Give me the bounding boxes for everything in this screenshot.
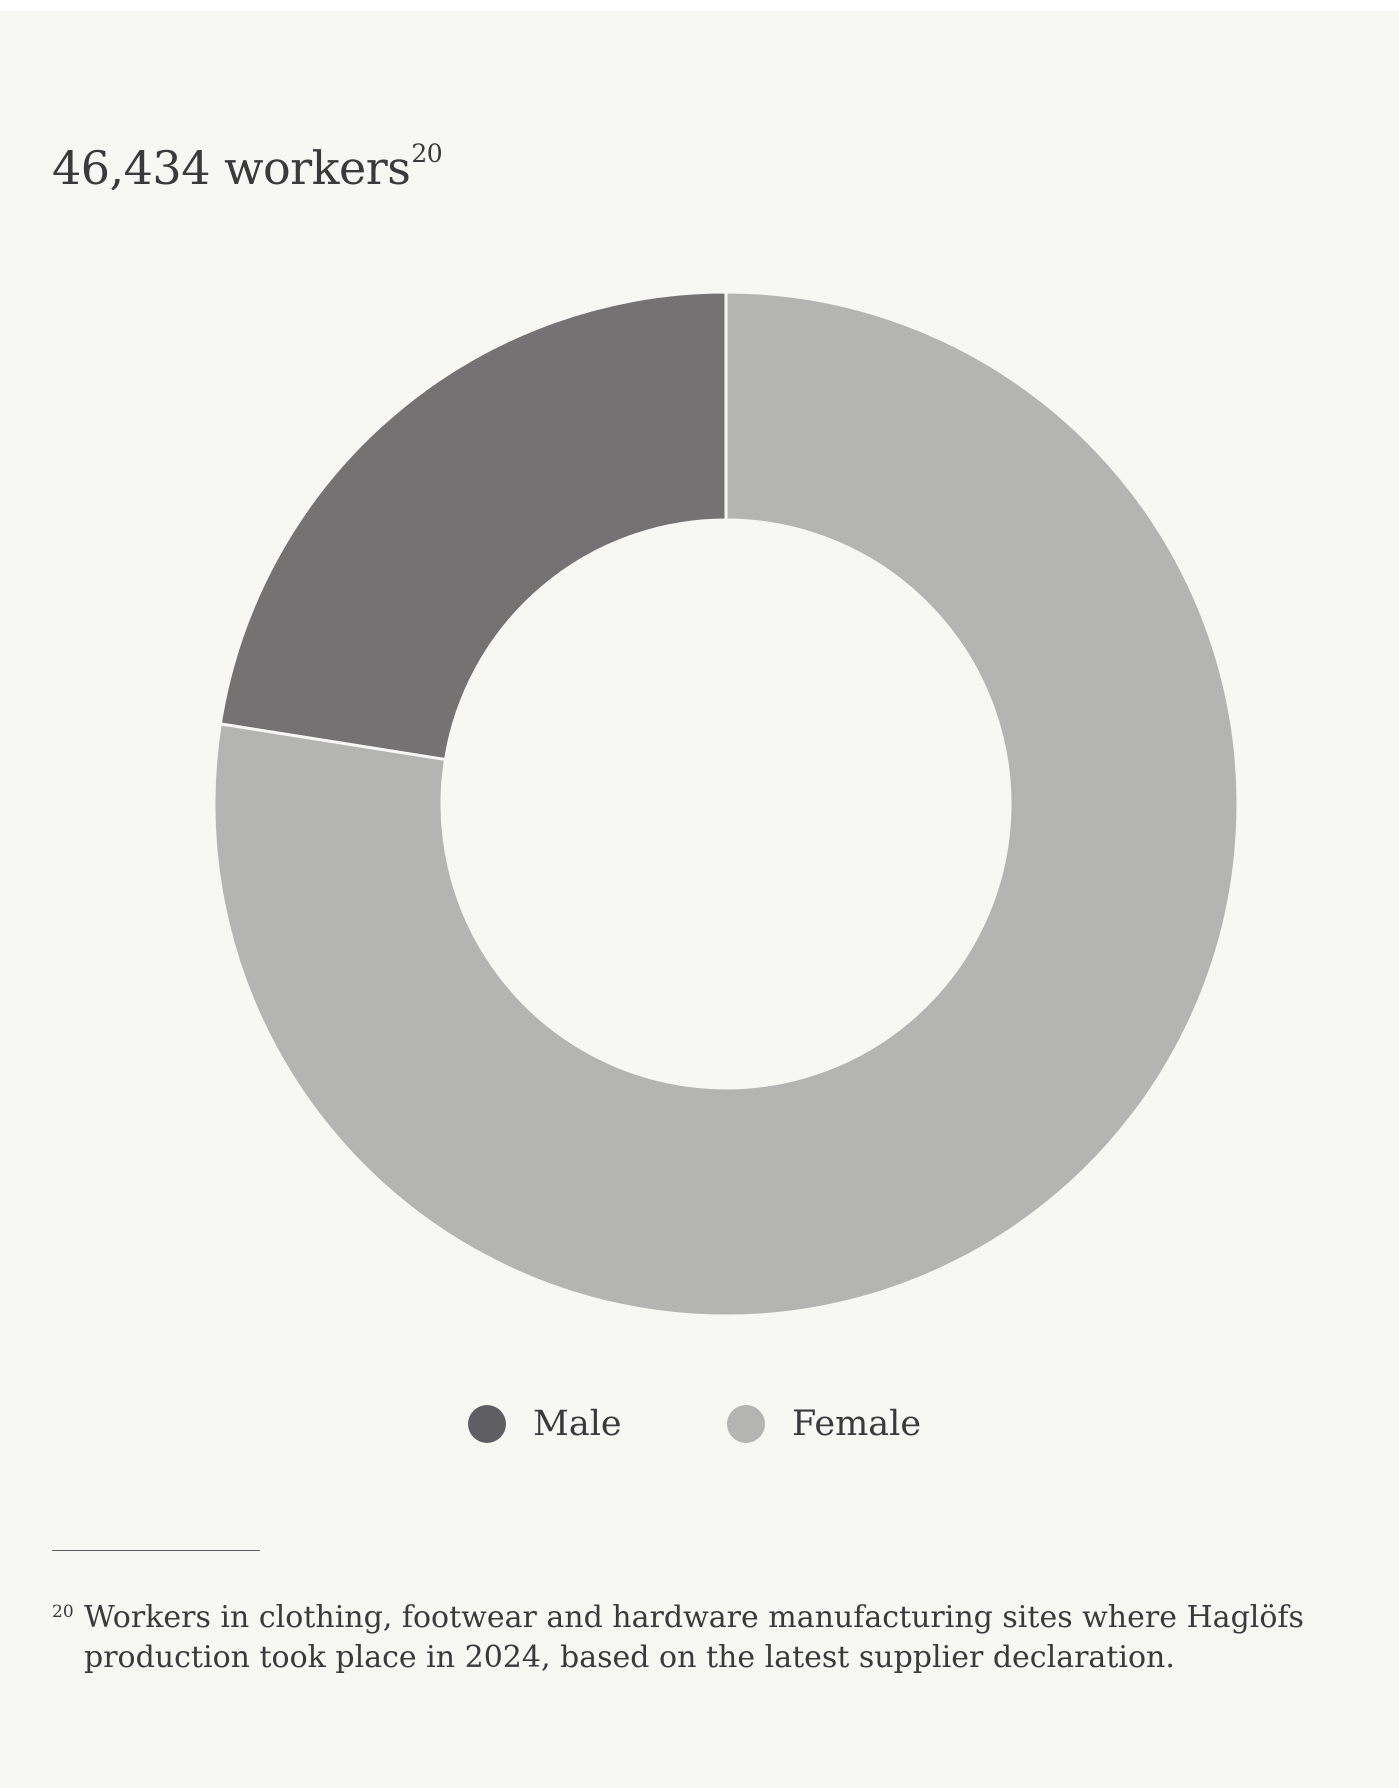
legend-item-female[interactable]: Female bbox=[727, 1404, 921, 1444]
chart-title: 46,434 workers20 bbox=[52, 124, 443, 198]
footnote-number: 20 bbox=[52, 1602, 74, 1622]
donut-slice-male[interactable] bbox=[218, 290, 728, 762]
chart-legend: Male Female bbox=[0, 1404, 1399, 1444]
footnote-text: Workers in clothing, footwear and hardwa… bbox=[84, 1600, 1304, 1675]
chart-title-text: 46,434 workers bbox=[52, 141, 411, 195]
legend-label-female: Female bbox=[792, 1404, 922, 1444]
donut-slices bbox=[212, 290, 1240, 1318]
legend-item-male[interactable]: Male bbox=[468, 1404, 622, 1444]
legend-label-male: Male bbox=[533, 1404, 622, 1444]
footnote-ref[interactable]: 20 bbox=[411, 139, 443, 168]
footnote-divider bbox=[52, 1550, 260, 1551]
donut-slice-female[interactable] bbox=[212, 290, 1240, 1318]
legend-swatch-female bbox=[727, 1405, 765, 1443]
legend-swatch-male bbox=[468, 1405, 506, 1443]
